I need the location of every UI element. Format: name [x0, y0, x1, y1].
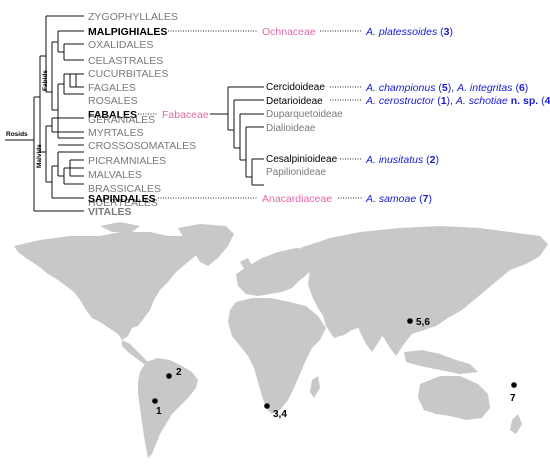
- order-brassicales: BRASSICALES: [88, 183, 161, 195]
- species-samoae: A. samoae (7): [365, 193, 432, 205]
- location-marker-1: [152, 398, 158, 404]
- species-detarioideae: A. cerostructor (1), A. schotiae n. sp. …: [365, 95, 550, 107]
- order-myrtales: MYRTALES: [88, 127, 144, 139]
- order-oxalidales: OXALIDALES: [88, 39, 153, 51]
- map-markers: 1 2 3,4 5,6 7: [152, 317, 517, 420]
- order-sapindales: SAPINDALES: [88, 193, 156, 205]
- order-picramniales: PICRAMNIALES: [88, 155, 166, 167]
- india: [356, 318, 386, 352]
- species-platessoides: A. platessoides (3): [365, 26, 453, 38]
- location-label-5-6: 5,6: [416, 317, 430, 328]
- location-label-3-4: 3,4: [273, 409, 287, 420]
- rosids-label: Rosids: [6, 131, 28, 138]
- order-labels: ZYGOPHYLLALES MALPIGHIALES OXALIDALES CE…: [88, 11, 196, 218]
- canadian-arctic: [100, 222, 140, 232]
- order-fabales: FABALES: [88, 109, 137, 121]
- australia: [418, 376, 490, 420]
- family-ochnaceae: Ochnaceae: [262, 26, 316, 38]
- japan: [450, 284, 466, 304]
- fabaceae-subfamilies: Cercidoideae Detarioideae Duparquetoidea…: [266, 82, 343, 178]
- location-marker-7: [511, 382, 517, 388]
- uk: [240, 258, 252, 272]
- location-marker-2: [166, 373, 172, 379]
- family-fabaceae: Fabaceae: [162, 109, 209, 121]
- location-marker-3-4: [264, 403, 270, 409]
- subfamily-dialioideae: Dialioideae: [266, 123, 316, 134]
- order-fagales: FAGALES: [88, 82, 136, 94]
- order-crossosomatales: CROSSOSOMATALES: [88, 140, 196, 152]
- malvids-label: Malvids: [36, 144, 43, 168]
- species-cercidoideae: A. championus (5), A. integritas (6): [365, 82, 528, 94]
- subfamily-detarioideae: Detarioideae: [266, 96, 323, 107]
- south-america: [138, 358, 198, 458]
- north-america: [14, 232, 200, 340]
- madagascar: [310, 376, 320, 398]
- subfamily-papilionideae: Papilionideae: [266, 167, 326, 178]
- location-marker-5-6: [407, 318, 413, 324]
- subfamily-cesalpinioideae: Cesalpinioideae: [266, 154, 338, 165]
- southeast-asia-islands: [404, 350, 478, 374]
- rosid-tree: [5, 15, 84, 212]
- order-zygophyllales: ZYGOPHYLLALES: [88, 11, 178, 23]
- order-vitales: VITALES: [88, 206, 132, 218]
- arabia: [322, 312, 352, 338]
- europe: [236, 248, 318, 296]
- order-malpighiales: MALPIGHIALES: [88, 26, 167, 38]
- location-label-2: 2: [176, 367, 182, 378]
- location-label-1: 1: [156, 406, 162, 417]
- subfamily-cercidoideae: Cercidoideae: [266, 82, 325, 93]
- order-celastrales: CELASTRALES: [88, 55, 163, 67]
- order-cucurbitales: CUCURBITALES: [88, 68, 168, 80]
- order-geraniales: GERANIALES: [88, 114, 155, 126]
- order-rosales: ROSALES: [88, 95, 138, 107]
- new-zealand: [510, 414, 522, 434]
- subfamily-duparquetoideae: Duparquetoideae: [266, 109, 343, 120]
- order-huerteales: HUERTEALES: [88, 197, 158, 209]
- order-malvales: MALVALES: [88, 169, 142, 181]
- species-cesalpinioideae: A. inusitatus (2): [365, 154, 439, 166]
- location-label-7: 7: [510, 393, 516, 404]
- greenland: [178, 224, 234, 266]
- world-map: [14, 222, 548, 458]
- central-america: [122, 340, 148, 364]
- africa: [228, 298, 326, 414]
- family-anacardiaceae: Anacardiaceae: [262, 193, 332, 205]
- fabids-label: Fabids: [42, 70, 49, 91]
